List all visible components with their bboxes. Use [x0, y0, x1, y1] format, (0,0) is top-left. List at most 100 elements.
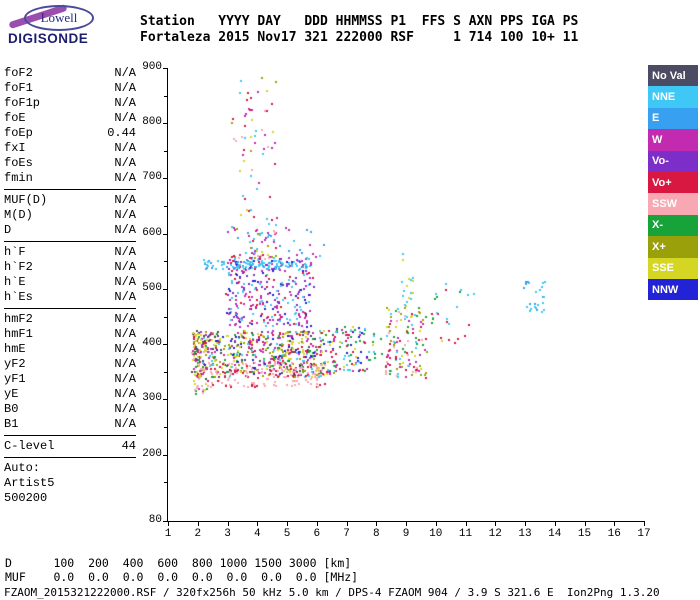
param-row: fxI N/A: [4, 141, 136, 156]
y-tick-label: 200: [142, 447, 162, 460]
param-label: foF2: [4, 66, 33, 80]
y-tick-label: 400: [142, 337, 162, 350]
y-tick: [163, 123, 167, 125]
param-row: foEp 0.44: [4, 126, 136, 141]
x-tick-label: 10: [429, 528, 443, 540]
legend-item-E: E: [648, 107, 698, 130]
x-tick: [197, 522, 199, 526]
param-value: N/A: [114, 193, 136, 207]
x-tick: [287, 522, 288, 526]
param-row: h`Es N/A: [4, 290, 136, 305]
param-row: Auto:: [4, 461, 136, 476]
y-minor-tick: [164, 95, 167, 97]
x-tick-label: 8: [372, 528, 380, 540]
legend-label: X-: [652, 219, 663, 232]
x-tick-label: 2: [194, 528, 202, 540]
legend-label: NNE: [652, 91, 676, 104]
param-value: 44: [121, 439, 136, 453]
param-label: hmE: [4, 342, 26, 356]
x-tick: [435, 522, 437, 526]
param-value: N/A: [114, 208, 136, 222]
y-minor-tick: [164, 316, 167, 318]
param-row: hmF2 N/A: [4, 312, 136, 327]
y-tick-label: 300: [142, 392, 162, 405]
legend-item-X-: X-: [648, 214, 698, 237]
param-row: 500200: [4, 491, 136, 506]
y-tick-label: 500: [142, 281, 162, 294]
x-tick: [227, 522, 229, 526]
x-tick: [525, 522, 526, 526]
param-value: N/A: [114, 357, 136, 371]
param-value: N/A: [114, 171, 136, 185]
param-row: h`F2 N/A: [4, 260, 136, 275]
x-tick: [495, 522, 497, 526]
y-tick-label: 80: [148, 514, 162, 526]
param-value: N/A: [114, 387, 136, 401]
legend-item-X+: X+: [648, 236, 698, 258]
x-tick: [614, 522, 616, 526]
param-row: foF2 N/A: [4, 66, 136, 81]
legend-label: Vo-: [652, 155, 669, 168]
y-minor-tick: [164, 371, 167, 373]
x-tick-label: 5: [283, 528, 291, 540]
x-tick: [554, 522, 556, 526]
x-tick-label: 3: [224, 528, 231, 540]
d-distance-row: D 100 200 400 600 800 1000 1500 3000 [km…: [5, 556, 352, 570]
y-tick: [163, 344, 167, 346]
x-tick: [376, 522, 378, 526]
param-row: yE N/A: [4, 387, 136, 402]
param-label: hmF2: [4, 312, 33, 326]
param-label: M(D): [4, 208, 33, 222]
legend-item-SSE: SSE: [648, 257, 698, 279]
legend-label: W: [652, 133, 663, 146]
legend-label: SSE: [652, 262, 675, 275]
doppler-direction-legend: No Val NNE E W Vo- Vo+ SSW X- X+ SSE NNW: [648, 65, 698, 301]
param-value: N/A: [114, 81, 136, 95]
param-label: foF1: [4, 81, 33, 95]
param-row: h`E N/A: [4, 275, 136, 290]
x-tick: [406, 522, 407, 526]
x-tick: [346, 522, 348, 526]
legend-item-NNW: NNW: [648, 278, 698, 301]
legend-item-Vo-: Vo-: [648, 150, 698, 172]
y-tick: [163, 454, 167, 456]
param-row: foF1 N/A: [4, 81, 136, 96]
param-value: N/A: [114, 417, 136, 431]
param-label: yE: [4, 387, 19, 401]
legend-item-SSW: SSW: [648, 193, 698, 215]
ionogram-scatter-canvas: [168, 68, 644, 522]
param-value: N/A: [114, 260, 136, 274]
param-value: N/A: [114, 245, 136, 259]
param-label: fmin: [4, 171, 33, 185]
param-value: N/A: [114, 402, 136, 416]
legend-label: X+: [652, 240, 666, 253]
param-row: foE N/A: [4, 111, 136, 126]
y-tick: [163, 178, 167, 180]
parameter-panel: foF2 N/A foF1 N/A foF1p N/A foE N/A foEp 0.44 fxI N…: [4, 66, 136, 506]
x-tick-label: 13: [518, 528, 532, 540]
param-row: C-level 44: [4, 439, 136, 454]
param-value: 0.44: [107, 126, 136, 140]
legend-label: Vo+: [652, 176, 672, 189]
y-tick: [163, 521, 167, 522]
x-tick: [168, 522, 169, 526]
y-tick-label: 900: [142, 61, 162, 73]
param-row: h`F N/A: [4, 245, 136, 260]
x-tick-label: 7: [343, 528, 350, 540]
param-value: N/A: [114, 327, 136, 341]
param-label: foEs: [4, 156, 33, 170]
param-row: fmin N/A: [4, 171, 136, 186]
param-label: B1: [4, 417, 19, 431]
legend-item-NNE: NNE: [648, 86, 698, 108]
y-tick: [163, 288, 167, 290]
muf-row: MUF 0.0 0.0 0.0 0.0 0.0 0.0 0.0 0.0 [MHz…: [5, 570, 359, 584]
x-tick: [584, 522, 586, 526]
param-value: N/A: [114, 342, 136, 356]
param-row: B1 N/A: [4, 417, 136, 432]
param-label: h`Es: [4, 290, 33, 304]
param-row: MUF(D) N/A: [4, 193, 136, 208]
param-separator: [4, 241, 136, 242]
param-label: MUF(D): [4, 193, 48, 207]
param-value: N/A: [114, 290, 136, 304]
param-label: 500200: [4, 491, 48, 505]
